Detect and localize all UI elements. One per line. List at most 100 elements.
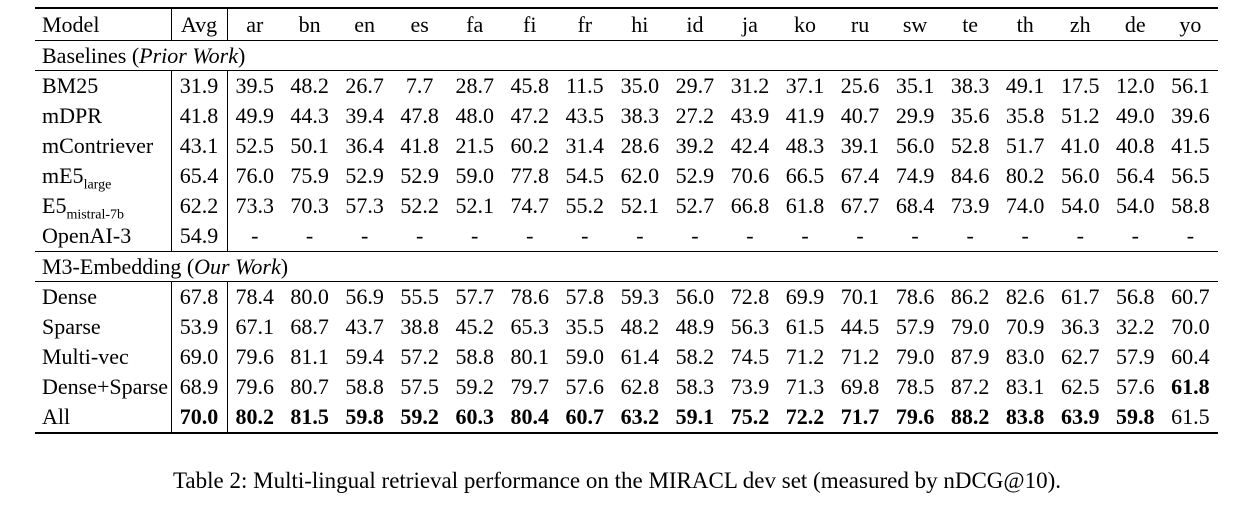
metric-value: -: [305, 223, 314, 248]
metric-value: 71.2: [840, 344, 880, 369]
metric-value: 48.2: [290, 73, 329, 98]
metric-value: 41.9: [785, 103, 825, 128]
metric-value: 55.2: [565, 193, 605, 218]
metric-value: 84.6: [950, 163, 990, 188]
metric-value: 39.5: [235, 73, 275, 98]
metric-value: 80.0: [290, 284, 329, 309]
metric-value: 71.7: [840, 404, 880, 429]
metric-value: 57.3: [345, 193, 384, 218]
metric-value: 49.0: [1116, 103, 1155, 128]
data-row: E5mistral-7b 62.2 73.3 70.3 57.3 52.2 52.1 74.7…: [35, 191, 1218, 222]
metric-value: 56.8: [1116, 284, 1155, 309]
section-header-label: M3-Embedding (Our Work): [42, 254, 289, 279]
column-header-fr: fr: [577, 12, 593, 37]
metric-value: 58.3: [675, 374, 715, 399]
metric-value: 51.2: [1060, 103, 1100, 128]
metric-value: 68.4: [895, 193, 935, 218]
column-header-th: th: [1016, 12, 1034, 37]
metric-value: 39.6: [1171, 103, 1210, 128]
metric-value: 25.6: [840, 73, 880, 98]
metric-value: 61.5: [785, 314, 825, 339]
metric-value: 50.1: [290, 133, 329, 158]
metric-value: 38.3: [950, 73, 990, 98]
metric-value: 57.6: [565, 374, 605, 399]
metric-value: 39.4: [345, 103, 384, 128]
metric-value: 60.3: [455, 404, 494, 429]
metric-value: 73.3: [235, 193, 275, 218]
column-header-ar: ar: [246, 12, 264, 37]
metric-value: 60.2: [510, 133, 550, 158]
model-name: Sparse: [35, 312, 172, 342]
metric-value: 70.6: [730, 163, 770, 188]
metric-value: 26.7: [345, 73, 384, 98]
metric-value: -: [636, 223, 644, 248]
metric-value: 88.2: [950, 404, 990, 429]
metric-value: 75.2: [730, 404, 770, 429]
metric-value: 67.1: [235, 314, 275, 339]
metric-value: 77.8: [510, 163, 550, 188]
metric-value: 79.6: [235, 344, 275, 369]
metric-value: 43.5: [565, 103, 605, 128]
metric-value: 59.2: [400, 404, 439, 429]
metric-value: 40.7: [840, 103, 880, 128]
metric-value: 45.8: [510, 73, 550, 98]
metric-value: 71.3: [785, 374, 825, 399]
metric-value: 61.8: [1171, 374, 1210, 399]
metric-value: 32.2: [1116, 314, 1155, 339]
metric-value: 58.2: [675, 344, 715, 369]
metric-value: 48.2: [620, 314, 660, 339]
metric-value: -: [746, 223, 754, 248]
metric-value: 56.9: [345, 284, 384, 309]
metric-value: 59.2: [455, 374, 494, 399]
metric-value: 70.1: [840, 284, 880, 309]
metric-value: 31.4: [565, 133, 605, 158]
column-header-ru: ru: [850, 12, 870, 37]
metric-value: 49.9: [235, 103, 275, 128]
metric-value: 70.0: [1171, 314, 1210, 339]
metric-value: 72.2: [785, 404, 825, 429]
metric-value: 59.8: [1116, 404, 1155, 429]
results-table: Model Avg ar bn en es fa fi fr hi id ja ko ru sw te th zh…: [35, 7, 1218, 434]
metric-value: 56.0: [1060, 163, 1100, 188]
metric-value: 48.9: [675, 314, 715, 339]
metric-value: 40.8: [1116, 133, 1155, 158]
avg-value: 53.9: [171, 312, 228, 342]
data-row: Dense+Sparse 68.9 79.6 80.7 58.8 57.5 59.2 79.7…: [35, 372, 1218, 402]
metric-value: 68.7: [290, 314, 329, 339]
column-header-bn: bn: [298, 12, 321, 37]
metric-value: 80.4: [510, 404, 550, 429]
metric-value: 56.1: [1171, 73, 1210, 98]
avg-value: 62.2: [171, 191, 228, 221]
metric-value: -: [251, 223, 259, 248]
metric-value: 78.5: [895, 374, 935, 399]
data-row: Multi-vec 69.0 79.6 81.1 59.4 57.2 58.8 80.1 59.…: [35, 342, 1218, 372]
metric-value: 60.4: [1171, 344, 1210, 369]
metric-value: 60.7: [1171, 284, 1210, 309]
metric-value: -: [691, 223, 699, 248]
avg-value: 41.8: [171, 101, 228, 131]
metric-value: 52.1: [455, 193, 494, 218]
avg-value: 70.0: [171, 402, 228, 433]
column-header-hi: hi: [631, 12, 649, 37]
section-header-row: Baselines (Prior Work): [35, 40, 1218, 71]
metric-value: 56.0: [895, 133, 935, 158]
metric-value: 44.3: [290, 103, 329, 128]
metric-value: 45.2: [455, 314, 494, 339]
metric-value: 73.9: [950, 193, 990, 218]
metric-value: 87.9: [950, 344, 990, 369]
metric-value: -: [1021, 223, 1029, 248]
metric-value: -: [360, 223, 369, 248]
metric-value: 83.1: [1005, 374, 1045, 399]
metric-value: 61.8: [785, 193, 825, 218]
metric-value: 61.5: [1171, 404, 1210, 429]
metric-value: 52.2: [400, 193, 439, 218]
metric-value: 36.4: [345, 133, 384, 158]
metric-value: 48.3: [785, 133, 825, 158]
metric-value: 38.8: [400, 314, 439, 339]
model-name-subscript: large: [83, 177, 112, 193]
metric-value: 59.0: [455, 163, 494, 188]
avg-value: 69.0: [171, 342, 228, 372]
metric-value: 79.7: [510, 374, 550, 399]
metric-value: -: [966, 223, 974, 248]
